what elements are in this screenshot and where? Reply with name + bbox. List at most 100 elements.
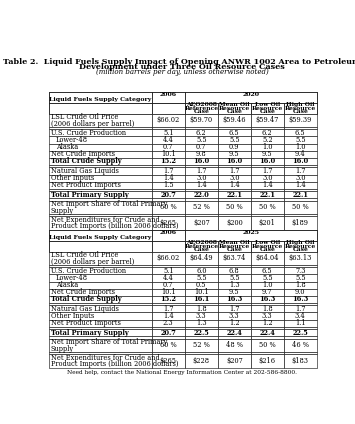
Bar	[49, 158, 152, 165]
Text: Resource: Resource	[285, 244, 316, 249]
Bar	[152, 214, 185, 217]
Text: 3.3: 3.3	[229, 312, 240, 320]
Bar	[49, 167, 152, 175]
Bar	[49, 181, 152, 189]
Text: 1.2: 1.2	[229, 319, 240, 327]
Bar	[251, 114, 284, 127]
Text: $59.46: $59.46	[223, 116, 246, 124]
Bar	[218, 175, 251, 181]
Text: 6.5: 6.5	[262, 267, 273, 275]
Bar	[284, 329, 317, 336]
Text: Other Inputs: Other Inputs	[51, 174, 94, 182]
Bar	[49, 103, 152, 114]
Bar	[152, 336, 185, 339]
Bar	[185, 336, 218, 339]
Bar	[185, 352, 218, 354]
Text: U.S. Crude Production: U.S. Crude Production	[51, 129, 126, 137]
Text: $207: $207	[193, 219, 210, 227]
Bar	[185, 289, 218, 296]
Bar	[218, 129, 251, 137]
Bar	[185, 214, 218, 217]
Text: 1.5: 1.5	[163, 181, 174, 189]
Text: 16.3: 16.3	[292, 295, 308, 303]
Bar	[218, 241, 251, 252]
Text: 9.5: 9.5	[262, 150, 273, 158]
Bar	[152, 92, 185, 103]
Bar	[152, 217, 185, 230]
Bar	[251, 305, 284, 312]
Bar	[49, 114, 152, 127]
Bar	[152, 252, 185, 265]
Bar	[152, 165, 185, 167]
Bar	[251, 198, 284, 201]
Bar	[152, 144, 185, 151]
Text: 1.7: 1.7	[196, 167, 207, 175]
Text: 52 %: 52 %	[193, 204, 210, 212]
Bar	[185, 127, 218, 129]
Bar	[185, 175, 218, 181]
Text: 16.0: 16.0	[259, 157, 275, 165]
Text: Mean Oil: Mean Oil	[219, 240, 250, 245]
Text: 15.2: 15.2	[160, 295, 176, 303]
Bar	[185, 158, 218, 165]
Bar	[152, 305, 185, 312]
Text: Natural Gas Liquids: Natural Gas Liquids	[51, 167, 119, 175]
Text: (2006 dollars per barrel): (2006 dollars per barrel)	[51, 120, 134, 128]
Text: 1.4: 1.4	[163, 174, 174, 182]
Text: $189: $189	[292, 219, 309, 227]
Bar	[49, 103, 317, 114]
Bar	[185, 167, 218, 175]
Bar	[284, 312, 317, 320]
Bar	[251, 137, 284, 144]
Bar	[152, 339, 185, 352]
Bar	[218, 354, 251, 368]
Bar	[218, 265, 251, 267]
Text: Resource: Resource	[252, 244, 283, 249]
Text: 22.1: 22.1	[259, 191, 275, 199]
Text: 50 %: 50 %	[259, 341, 275, 349]
Text: High Oil: High Oil	[286, 240, 315, 245]
Bar	[49, 320, 152, 326]
Bar	[49, 326, 152, 329]
Bar	[152, 181, 185, 189]
Bar	[218, 320, 251, 326]
Text: 46 %: 46 %	[292, 341, 309, 349]
Text: Case: Case	[226, 109, 242, 114]
Text: 3.3: 3.3	[262, 312, 273, 320]
Text: Net Product Imports: Net Product Imports	[51, 319, 121, 327]
Bar	[218, 214, 251, 217]
Bar	[218, 201, 251, 214]
Bar	[251, 189, 284, 191]
Bar	[218, 339, 251, 352]
Bar	[218, 303, 251, 305]
Bar	[284, 103, 317, 114]
Text: 5.1: 5.1	[163, 267, 174, 275]
Bar	[218, 151, 251, 158]
Text: Natural Gas Liquids: Natural Gas Liquids	[51, 305, 119, 313]
Bar	[185, 282, 218, 289]
Bar	[284, 167, 317, 175]
Text: Case: Case	[226, 247, 242, 252]
Bar	[218, 198, 251, 201]
Bar	[284, 201, 317, 214]
Text: Reference: Reference	[184, 106, 218, 111]
Text: 1.7: 1.7	[229, 167, 240, 175]
Bar	[251, 158, 284, 165]
Text: Lower-48: Lower-48	[56, 274, 88, 282]
Text: 5.2: 5.2	[262, 136, 273, 144]
Bar	[49, 198, 152, 201]
Bar	[185, 191, 218, 198]
Bar	[284, 214, 317, 217]
Text: 2006: 2006	[160, 230, 177, 235]
Text: 1.0: 1.0	[262, 143, 273, 151]
Text: 1.0: 1.0	[295, 143, 306, 151]
Text: $63.74: $63.74	[223, 254, 246, 262]
Text: Net Crude Imports: Net Crude Imports	[51, 288, 115, 296]
Text: Low Oil: Low Oil	[255, 102, 280, 107]
Bar	[185, 230, 317, 241]
Bar	[251, 144, 284, 151]
Text: 3.0: 3.0	[229, 174, 240, 182]
Bar	[218, 336, 251, 339]
Bar	[284, 165, 317, 167]
Text: U.S. Crude Production: U.S. Crude Production	[51, 267, 126, 275]
